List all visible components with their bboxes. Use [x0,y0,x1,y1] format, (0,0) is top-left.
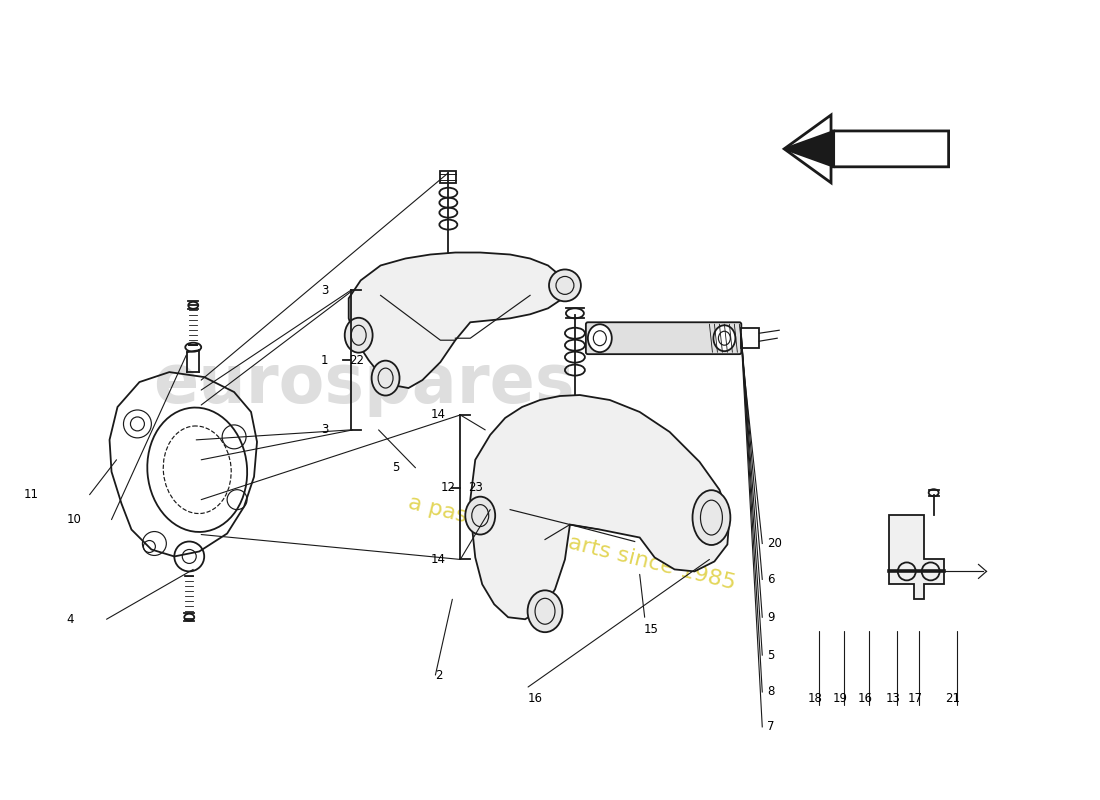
Polygon shape [741,328,759,348]
Text: 19: 19 [833,693,847,706]
Ellipse shape [188,302,198,309]
Text: a passion for parts since 1985: a passion for parts since 1985 [406,493,738,594]
Text: 15: 15 [644,622,659,636]
Text: 12: 12 [440,481,455,494]
Polygon shape [471,395,729,619]
Text: 17: 17 [908,693,922,706]
Text: 14: 14 [430,553,446,566]
Polygon shape [440,170,456,182]
Text: 18: 18 [807,693,823,706]
Ellipse shape [465,497,495,534]
Text: 2: 2 [436,669,443,682]
Ellipse shape [693,490,730,545]
Text: 3: 3 [321,284,328,297]
Text: 8: 8 [767,686,774,698]
Polygon shape [889,514,944,599]
Text: 16: 16 [857,693,872,706]
Text: 21: 21 [945,693,960,706]
Text: 7: 7 [767,720,774,734]
Polygon shape [349,253,568,388]
Ellipse shape [549,270,581,302]
Text: 11: 11 [24,488,38,501]
Text: 6: 6 [767,573,774,586]
Text: 14: 14 [430,409,446,422]
Text: 16: 16 [528,693,543,706]
Text: 13: 13 [886,693,900,706]
Text: 4: 4 [67,613,74,626]
Text: eurospares: eurospares [153,351,574,417]
Ellipse shape [344,318,373,353]
Ellipse shape [565,308,584,318]
Text: 3: 3 [321,423,328,436]
Ellipse shape [185,614,195,621]
Text: 5: 5 [393,462,400,474]
Text: 10: 10 [67,513,81,526]
Text: 20: 20 [767,537,782,550]
Text: 23: 23 [469,481,483,494]
Polygon shape [784,131,834,167]
Text: 9: 9 [767,610,774,624]
Polygon shape [784,115,948,182]
Ellipse shape [528,590,562,632]
FancyBboxPatch shape [586,322,741,354]
Ellipse shape [928,489,938,496]
Ellipse shape [587,324,612,352]
Ellipse shape [714,326,736,351]
Text: 1: 1 [321,354,328,366]
Text: 5: 5 [767,649,774,662]
Ellipse shape [372,361,399,395]
Text: 22: 22 [349,354,364,366]
